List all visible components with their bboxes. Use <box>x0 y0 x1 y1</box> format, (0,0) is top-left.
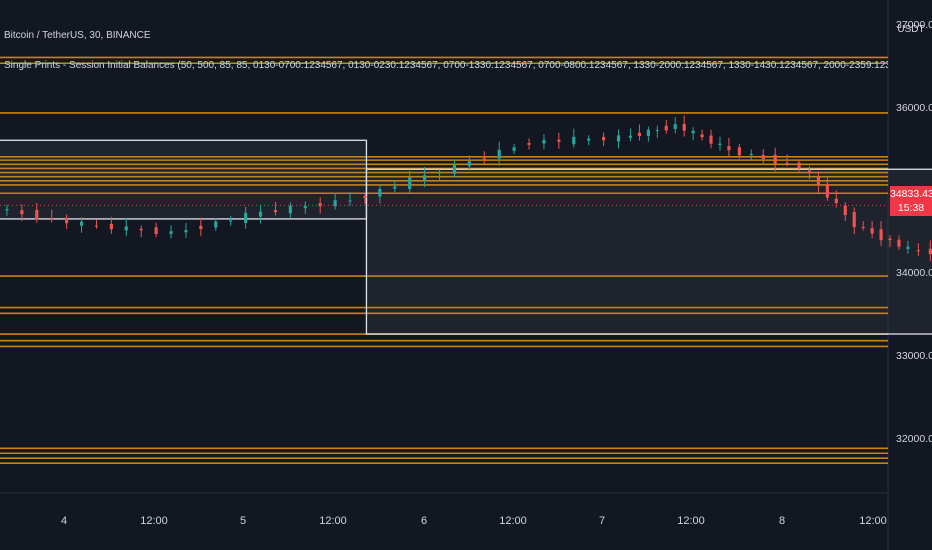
candle-body-59 <box>727 146 731 151</box>
candle-body-72 <box>861 226 865 228</box>
candle-body-46 <box>602 136 606 141</box>
candle-body-33 <box>408 177 412 190</box>
candle-body-27 <box>318 203 322 207</box>
last-price-badge: 34833.43 15:38 <box>890 186 932 216</box>
candle-body-47 <box>616 135 621 142</box>
candle-body-37 <box>467 161 471 167</box>
time-tick-1: 12:00 <box>140 515 168 527</box>
candle-body-63 <box>773 154 777 165</box>
candle-body-38 <box>482 158 486 160</box>
candle-body-9 <box>50 217 54 219</box>
candle-body-30 <box>363 196 367 199</box>
candle-body-16 <box>154 227 158 235</box>
time-tick-7: 12:00 <box>677 515 705 527</box>
bar-countdown: 15:38 <box>897 202 925 214</box>
candle-body-18 <box>184 230 188 233</box>
time-tick-4: 6 <box>420 515 428 527</box>
candle-body-70 <box>843 205 847 216</box>
time-tick-8: 8 <box>778 515 786 527</box>
candle-body-22 <box>244 212 248 223</box>
candle-body-45 <box>587 138 591 141</box>
currency-label: USDT <box>897 24 925 35</box>
candle-body-73 <box>870 228 874 234</box>
candle-body-71 <box>852 212 856 228</box>
time-tick-9: 12:00 <box>859 515 887 527</box>
candle-body-15 <box>139 228 143 231</box>
candle-body-68 <box>825 183 829 198</box>
price-tick-4: 33000.00 <box>896 350 932 363</box>
candle-body-51 <box>655 130 659 132</box>
candle-body-43 <box>557 139 561 142</box>
candle-body-6 <box>5 209 9 211</box>
candle-body-25 <box>288 205 292 214</box>
candle-body-44 <box>572 136 576 145</box>
candle-body-36 <box>452 163 457 174</box>
candle-body-34 <box>423 175 427 182</box>
candle-body-19 <box>199 225 203 230</box>
candle-body-24 <box>273 210 278 213</box>
time-tick-3: 12:00 <box>319 515 347 527</box>
candle-body-29 <box>348 200 352 202</box>
candle-body-8 <box>35 209 39 220</box>
candle-body-78 <box>916 250 920 252</box>
candle-body-69 <box>834 198 838 204</box>
indicator-legend: Single Prints - Session Initial Balances… <box>4 60 888 71</box>
time-tick-5: 12:00 <box>499 515 527 527</box>
candle-body-17 <box>169 231 173 234</box>
candle-body-7 <box>20 210 24 215</box>
last-price-value: 34833.43 <box>890 188 932 200</box>
candle-body-50 <box>646 129 650 136</box>
candle-body-41 <box>527 143 531 145</box>
candle-body-11 <box>79 221 84 226</box>
candle-body-58 <box>718 143 722 145</box>
candle-body-79 <box>928 248 932 255</box>
candle-body-62 <box>761 154 765 160</box>
candle-body-35 <box>437 172 442 174</box>
price-tick-0: 37000.00 <box>896 19 932 31</box>
candle-body-26 <box>303 206 307 209</box>
price-tick-1: 36000.00 <box>896 101 932 114</box>
candle-body-53 <box>673 124 677 129</box>
candle-body-23 <box>258 211 263 217</box>
candle-body-75 <box>888 238 892 241</box>
candle-body-66 <box>807 170 812 174</box>
candle-body-14 <box>124 226 128 231</box>
candle-body-32 <box>393 186 397 189</box>
candle-body-76 <box>897 239 901 247</box>
candle-body-49 <box>637 132 642 137</box>
price-tick-3: 34000.00 <box>896 267 932 280</box>
candle-body-54 <box>682 123 686 131</box>
candle-body-39 <box>497 149 501 159</box>
time-tick-6: 7 <box>598 515 606 527</box>
candle-body-61 <box>749 153 753 156</box>
time-tick-2: 5 <box>239 515 247 527</box>
time-tick-0: 4 <box>60 515 68 527</box>
session-box-1 <box>365 168 932 335</box>
candle-body-13 <box>109 223 113 230</box>
candle-body-12 <box>94 225 99 227</box>
candle-body-77 <box>906 246 910 250</box>
candle-body-74 <box>879 229 883 241</box>
candle-body-28 <box>333 200 337 207</box>
candle-body-56 <box>700 134 704 138</box>
candle-body-57 <box>709 135 713 144</box>
candle-body-55 <box>691 130 695 134</box>
candle-body-48 <box>628 135 633 138</box>
session-box-0 <box>0 139 368 220</box>
candle-body-42 <box>542 140 546 144</box>
candle-body-20 <box>214 221 218 228</box>
candle-body-67 <box>816 177 821 186</box>
candle-body-65 <box>797 162 801 168</box>
candle-body-60 <box>737 147 741 156</box>
price-tick-5: 32000.00 <box>896 433 932 445</box>
candle-body-31 <box>378 189 382 197</box>
candle-body-10 <box>65 217 69 224</box>
symbol-title: Bitcoin / TetherUS, 30, BINANCE <box>4 30 151 41</box>
candle-body-40 <box>512 147 516 151</box>
candle-body-52 <box>664 125 668 131</box>
candle-body-21 <box>229 220 233 222</box>
candle-body-64 <box>785 162 789 164</box>
